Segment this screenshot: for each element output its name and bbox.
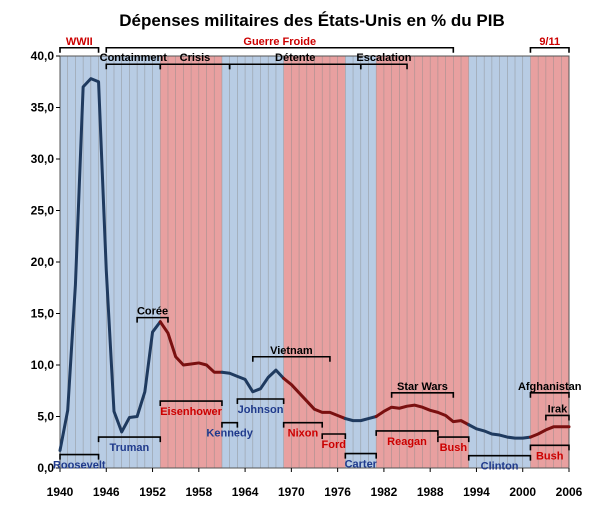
event-label: Afghanistan (518, 381, 582, 393)
x-tick-label: 1946 (93, 485, 120, 499)
series-line-democrat (467, 423, 532, 440)
series-line-republican (158, 320, 224, 374)
president-label: Kennedy (206, 428, 253, 440)
y-tick-label: 0,0 (37, 461, 54, 475)
event-label: Détente (275, 52, 315, 64)
series-line-republican (282, 376, 347, 421)
event-bracket (529, 46, 570, 53)
president-bracket (529, 444, 570, 451)
event-label: Escalation (356, 52, 411, 64)
president-bracket (344, 452, 377, 459)
president-bracket (282, 421, 324, 428)
president-bracket (321, 433, 347, 440)
x-tick-label: 2000 (509, 485, 536, 499)
president-label: Bush (440, 442, 468, 454)
event-label: Crisis (180, 52, 211, 64)
event-label: Vietnam (270, 345, 313, 357)
president-bracket (236, 398, 285, 404)
event-label: Star Wars (397, 381, 448, 393)
x-tick-label: 1952 (139, 485, 166, 499)
president-label: Roosevelt (53, 460, 106, 472)
x-tick-label: 1976 (324, 485, 351, 499)
y-tick-label: 10,0 (31, 358, 55, 372)
event-bracket (529, 392, 570, 398)
series-line-democrat (220, 368, 286, 394)
annotations: Roosevelt Truman Eisenhower Kennedy Johnson N… (53, 36, 582, 473)
y-tick-label: 40,0 (31, 49, 55, 63)
president-label: Eisenhower (160, 406, 222, 418)
chart-title: Dépenses militaires des États-Unis en % … (119, 11, 504, 30)
event-label: Guerre Froide (243, 36, 316, 48)
president-bracket (221, 421, 239, 428)
x-tick-label: 1988 (417, 485, 444, 499)
x-tick-label: 1958 (185, 485, 212, 499)
y-tick-label: 30,0 (31, 152, 55, 166)
x-tick-label: 1982 (371, 485, 398, 499)
y-tick-label: 25,0 (31, 204, 55, 218)
president-bracket (467, 454, 532, 461)
series-line-democrat (58, 77, 162, 452)
event-bracket (359, 63, 408, 70)
event-label: Irak (548, 403, 568, 415)
president-label: Clinton (481, 461, 519, 473)
x-tick-label: 1964 (232, 485, 259, 499)
event-label: 9/11 (539, 36, 560, 48)
event-label: Corée (137, 306, 168, 318)
series-line-republican (528, 425, 571, 439)
y-tick-label: 5,0 (37, 410, 54, 424)
series-lines (58, 77, 571, 452)
event-label: Containment (100, 52, 168, 64)
president-bracket (159, 400, 223, 407)
event-bracket (252, 355, 331, 362)
event-label: WWII (66, 36, 93, 48)
y-tick-label: 20,0 (31, 255, 55, 269)
band-republican (530, 56, 569, 468)
president-label: Nixon (288, 428, 319, 440)
event-bracket (136, 316, 169, 323)
president-bracket (59, 453, 100, 460)
series-line-republican (374, 403, 471, 427)
president-label: Truman (110, 442, 150, 454)
y-tick-label: 15,0 (31, 307, 55, 321)
event-bracket (390, 392, 455, 398)
y-tick-label: 35,0 (31, 101, 55, 115)
president-label: Carter (345, 459, 378, 471)
x-tick-label: 1940 (47, 485, 74, 499)
event-bracket (59, 46, 100, 53)
event-bracket (105, 46, 455, 53)
president-label: Reagan (387, 436, 427, 448)
president-bracket (97, 436, 162, 443)
event-bracket (545, 414, 570, 421)
president-label: Bush (536, 450, 564, 462)
president-bracket (375, 430, 439, 436)
president-bracket (437, 436, 470, 443)
president-label: Ford (322, 439, 346, 451)
x-tick-label: 2006 (556, 485, 583, 499)
president-label: Johnson (238, 404, 284, 416)
x-tick-label: 1970 (278, 485, 305, 499)
axes: 0,0 5,0 10,0 15,0 20,0 25,0 30,0 35,0 40,0 1940 19… (31, 49, 583, 499)
x-tick-label: 1994 (463, 485, 490, 499)
series-line-democrat (343, 415, 378, 423)
